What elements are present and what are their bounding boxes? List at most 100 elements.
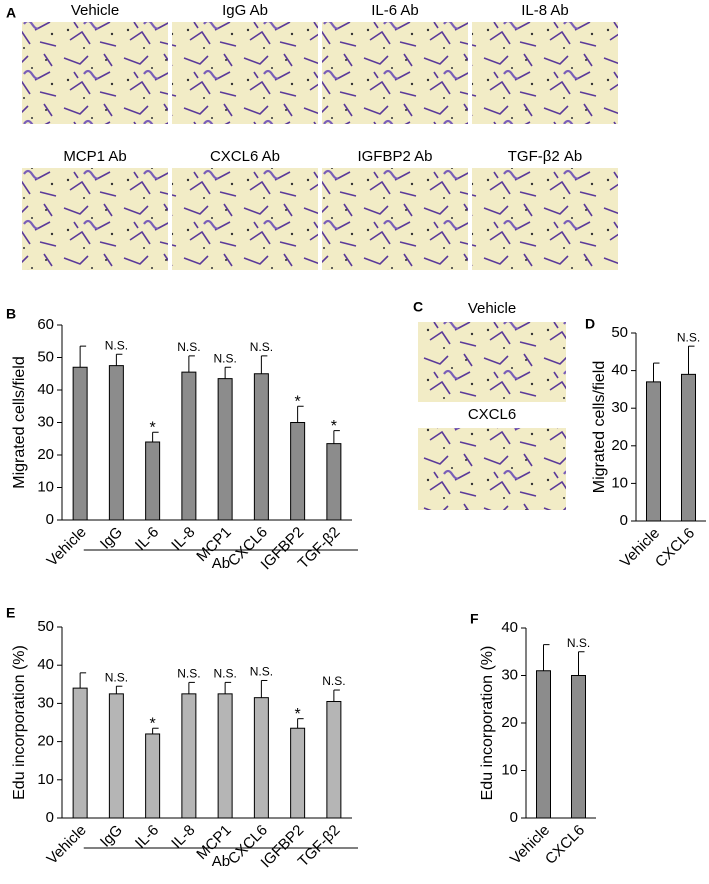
y-tick-label: 40 <box>37 381 54 398</box>
image-caption: Vehicle <box>71 2 119 19</box>
y-tick-label: 0 <box>46 809 54 826</box>
micrograph <box>418 428 566 510</box>
x-tick-label: Vehicle <box>44 524 90 570</box>
bar <box>290 422 306 521</box>
significance-label: N.S. <box>105 338 128 352</box>
panel-label: D <box>585 316 595 332</box>
micrograph <box>322 168 468 270</box>
significance-label: * <box>295 706 301 723</box>
x-tick-label: IgG <box>97 822 126 851</box>
micrograph <box>22 22 168 124</box>
x-tick-label: IL-8 <box>168 822 198 852</box>
image-caption: Vehicle <box>468 300 516 317</box>
bar <box>326 700 342 819</box>
panel-label: F <box>470 611 479 627</box>
y-axis-label: Edu incorporation (%) <box>479 646 496 801</box>
bar <box>217 378 233 521</box>
y-tick-label: 0 <box>620 512 628 529</box>
image-caption: IGFBP2 Ab <box>357 148 432 165</box>
bar <box>72 687 88 819</box>
y-tick-label: 40 <box>611 362 628 379</box>
x-tick-label: IL-6 <box>132 524 162 554</box>
y-tick-label: 40 <box>501 619 518 636</box>
y-tick-label: 0 <box>46 511 54 528</box>
significance-label: * <box>295 393 301 410</box>
image-caption: CXCL6 <box>468 406 516 423</box>
x-tick-label: IL-8 <box>168 524 198 554</box>
micrograph <box>472 168 618 270</box>
y-axis-label: Edu incorporation (%) <box>11 645 28 800</box>
image-caption: CXCL6 Ab <box>210 148 280 165</box>
micrograph <box>472 22 618 124</box>
bar <box>181 693 197 819</box>
y-tick-label: 30 <box>37 413 54 430</box>
image-caption: MCP1 Ab <box>63 148 126 165</box>
panel-label: B <box>6 306 16 322</box>
group-label: Ab <box>212 555 230 572</box>
y-axis-label: Migrated cells/field <box>11 356 28 489</box>
image-caption: IgG Ab <box>222 2 268 19</box>
bar <box>108 365 124 521</box>
bar <box>646 381 661 522</box>
bar <box>681 373 696 522</box>
y-axis-label: Migrated cells/field <box>591 361 608 494</box>
significance-label: N.S. <box>213 667 236 681</box>
y-tick-label: 40 <box>37 656 54 673</box>
significance-label: N.S. <box>177 340 200 354</box>
y-tick-label: 50 <box>37 348 54 365</box>
group-label: Ab <box>212 853 230 870</box>
y-tick-label: 20 <box>37 733 54 750</box>
significance-label: * <box>150 715 156 732</box>
bar <box>290 727 306 819</box>
y-tick-label: 10 <box>37 478 54 495</box>
y-tick-label: 60 <box>37 316 54 333</box>
y-tick-label: 10 <box>37 771 54 788</box>
panel-label: A <box>6 5 16 21</box>
y-tick-label: 10 <box>611 474 628 491</box>
panel-label: C <box>413 299 423 315</box>
y-tick-label: 50 <box>611 324 628 341</box>
bar <box>536 670 551 819</box>
micrograph <box>172 168 318 270</box>
micrograph <box>418 322 566 402</box>
significance-label: N.S. <box>250 665 273 679</box>
x-tick-label: IgG <box>97 524 126 553</box>
bar <box>217 693 233 819</box>
x-tick-label: CXCL6 <box>542 822 588 868</box>
bar <box>145 441 161 521</box>
micrograph <box>22 168 168 270</box>
y-tick-label: 30 <box>611 399 628 416</box>
image-caption: IL-8 Ab <box>521 2 569 19</box>
bar <box>181 371 197 521</box>
significance-label: N.S. <box>567 636 590 650</box>
y-tick-label: 30 <box>37 694 54 711</box>
significance-label: N.S. <box>177 667 200 681</box>
significance-label: * <box>150 419 156 436</box>
image-caption: IL-6 Ab <box>371 2 419 19</box>
bar <box>145 733 161 819</box>
y-tick-label: 20 <box>501 714 518 731</box>
significance-label: N.S. <box>250 340 273 354</box>
bar <box>571 675 586 819</box>
x-tick-label: Vehicle <box>44 822 90 868</box>
bar <box>72 366 88 521</box>
significance-label: N.S. <box>213 351 236 365</box>
y-tick-label: 20 <box>37 446 54 463</box>
significance-label: N.S. <box>322 674 345 688</box>
y-tick-label: 0 <box>510 809 518 826</box>
bar <box>253 373 269 521</box>
y-tick-label: 10 <box>501 761 518 778</box>
image-caption: TGF-β2 Ab <box>508 148 582 165</box>
bar <box>326 443 342 521</box>
significance-label: N.S. <box>677 330 700 344</box>
significance-label: * <box>331 418 337 435</box>
y-tick-label: 20 <box>611 437 628 454</box>
x-tick-label: IL-6 <box>132 822 162 852</box>
significance-label: N.S. <box>105 670 128 684</box>
y-tick-label: 30 <box>501 666 518 683</box>
micrograph <box>322 22 468 124</box>
panel-label: E <box>6 605 15 621</box>
micrograph <box>172 22 318 124</box>
